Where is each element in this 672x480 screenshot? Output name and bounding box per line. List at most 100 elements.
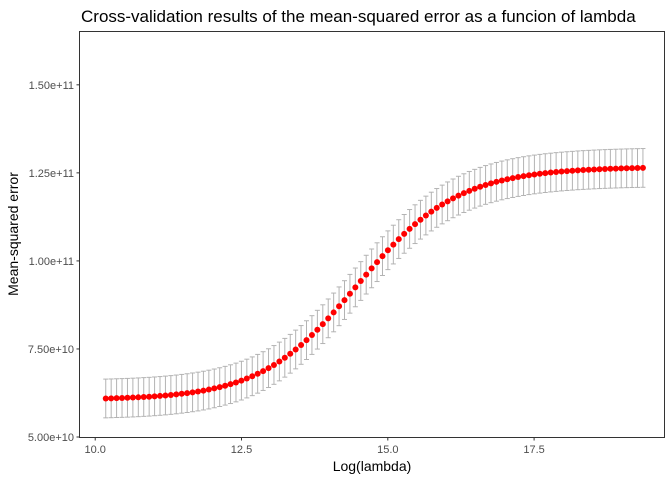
data-point <box>287 350 294 357</box>
data-point <box>553 169 560 176</box>
data-point <box>260 368 267 375</box>
data-point <box>433 204 440 211</box>
data-point <box>238 377 245 384</box>
x-tick-label: 15.0 <box>377 444 398 456</box>
data-point <box>352 284 359 291</box>
data-point <box>298 341 305 348</box>
data-point <box>227 381 234 388</box>
data-point <box>194 388 201 395</box>
data-point <box>211 385 218 392</box>
data-point <box>531 171 538 178</box>
data-point <box>390 241 397 248</box>
data-point <box>428 208 435 215</box>
data-point <box>422 212 429 219</box>
data-point <box>113 395 120 402</box>
y-tick-label: 5.00e+10 <box>28 432 74 444</box>
data-point <box>200 387 207 394</box>
data-point <box>525 172 532 179</box>
data-point <box>574 167 581 174</box>
data-point <box>439 201 446 208</box>
data-point <box>482 181 489 188</box>
data-point <box>623 165 630 172</box>
data-point <box>119 394 126 401</box>
data-point <box>189 389 196 396</box>
x-axis-title: Log(lambda) <box>333 458 412 474</box>
data-point <box>379 253 386 260</box>
data-point <box>558 168 565 175</box>
data-point <box>265 365 272 372</box>
data-point <box>466 187 473 194</box>
errorbars-layer <box>103 148 646 419</box>
data-point <box>357 278 364 285</box>
data-point <box>542 170 549 177</box>
data-point <box>281 354 288 361</box>
data-point <box>173 391 180 398</box>
data-point <box>319 321 326 328</box>
data-point <box>460 190 467 197</box>
data-point <box>477 183 484 190</box>
data-point <box>515 174 522 181</box>
data-point <box>167 391 174 398</box>
chart-title: Cross-validation results of the mean-squ… <box>81 7 636 26</box>
y-tick-label: 1.50e+11 <box>29 80 74 92</box>
data-point <box>536 170 543 177</box>
data-point <box>341 297 348 304</box>
data-point <box>634 165 641 172</box>
y-axis: 5.00e+10 7.50e+10 1.00e+11 1.25e+11 1.50e+11 <box>28 80 80 444</box>
points-layer <box>102 164 646 402</box>
y-tick-label: 7.50e+10 <box>28 344 74 356</box>
data-point <box>124 394 131 401</box>
data-point <box>580 167 587 174</box>
data-point <box>607 165 614 172</box>
data-point <box>585 166 592 173</box>
data-point <box>162 392 169 399</box>
data-point <box>504 176 511 183</box>
data-point <box>184 390 191 397</box>
data-point <box>563 168 570 175</box>
data-point <box>363 271 370 278</box>
data-point <box>406 225 413 232</box>
data-point <box>401 230 408 237</box>
data-point <box>547 169 554 176</box>
data-point <box>488 180 495 187</box>
data-point <box>102 395 109 402</box>
data-point <box>140 393 147 400</box>
x-axis: 10.0 12.5 15.0 17.5 <box>85 437 545 456</box>
data-point <box>569 167 576 174</box>
data-point <box>395 236 402 243</box>
data-point <box>151 393 158 400</box>
data-point <box>243 375 250 382</box>
data-point <box>596 166 603 173</box>
data-point <box>232 379 239 386</box>
data-point <box>384 247 391 254</box>
x-tick-label: 12.5 <box>231 444 252 456</box>
data-point <box>325 315 332 322</box>
data-point <box>222 382 229 389</box>
data-point <box>450 195 457 202</box>
data-point <box>374 259 381 266</box>
data-point <box>108 395 115 402</box>
data-point <box>417 216 424 223</box>
data-point <box>612 165 619 172</box>
data-point <box>330 309 337 316</box>
data-point <box>498 177 505 184</box>
data-point <box>292 346 299 353</box>
data-point <box>444 198 451 205</box>
data-point <box>205 386 212 393</box>
data-point <box>314 326 321 333</box>
data-point <box>178 390 185 397</box>
data-point <box>135 394 142 401</box>
data-point <box>308 332 315 339</box>
data-point <box>618 165 625 172</box>
data-point <box>368 265 375 272</box>
y-tick-label: 1.25e+11 <box>29 168 74 180</box>
data-point <box>455 192 462 199</box>
plot-panel-border <box>79 31 665 438</box>
data-point <box>276 358 283 365</box>
data-point <box>254 370 261 377</box>
data-point <box>601 165 608 172</box>
data-point <box>520 173 527 180</box>
data-point <box>249 373 256 380</box>
x-tick-label: 10.0 <box>85 444 106 456</box>
